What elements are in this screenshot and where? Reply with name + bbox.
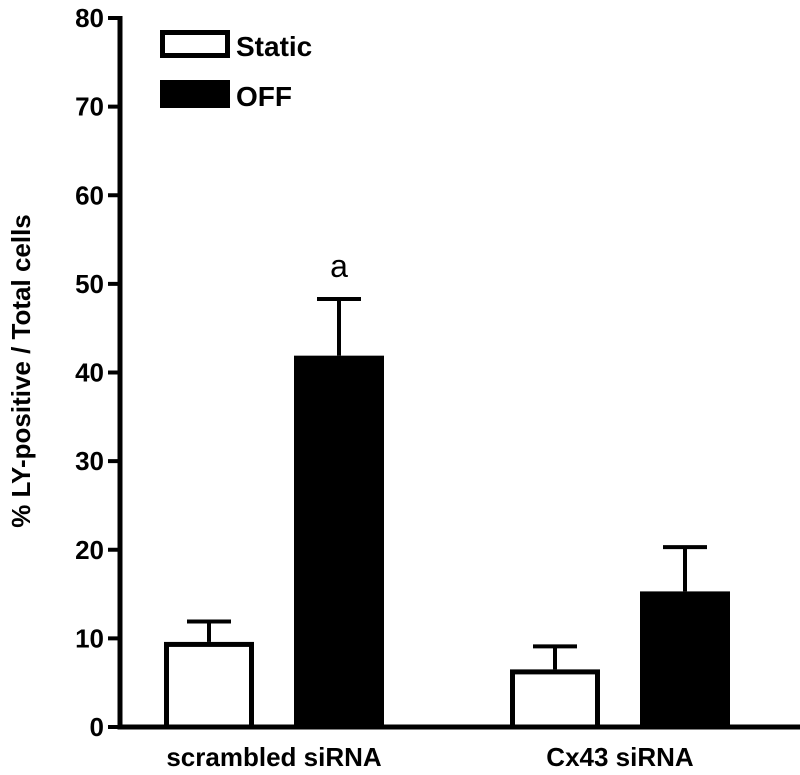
x-tick-label-1: Cx43 siRNA [546,742,694,772]
annotations-layer: a [330,248,348,284]
bar-static-0 [164,641,254,730]
bar-static-1 [510,669,600,730]
legend-label-off: OFF [236,81,292,112]
y-tick-label-10: 10 [75,623,104,653]
y-axis-label: % LY-positive / Total cells [6,214,36,528]
y-tick-label-80: 80 [75,3,104,33]
legend-swatch-off [160,80,230,108]
bar-off-1 [640,591,730,730]
axes-layer: 0 10 20 30 40 50 60 70 80 scrambled siRNA Cx43 siR… [75,3,800,772]
y-tick-label-30: 30 [75,446,104,476]
legend-label-static: Static [236,31,312,62]
y-tick-label-60: 60 [75,180,104,210]
y-tick-label-40: 40 [75,358,104,388]
annotation-0: a [330,248,348,284]
bar-off-0 [294,355,384,730]
bars-layer [164,355,730,730]
y-tick-label-20: 20 [75,535,104,565]
y-tick-label-0: 0 [90,712,104,742]
y-tick-label-50: 50 [75,269,104,299]
x-tick-label-0: scrambled siRNA [166,742,382,772]
error-bars-layer [187,296,707,670]
legend: Static OFF [160,30,312,112]
y-tick-label-70: 70 [75,92,104,122]
legend-swatch-static [160,30,230,58]
